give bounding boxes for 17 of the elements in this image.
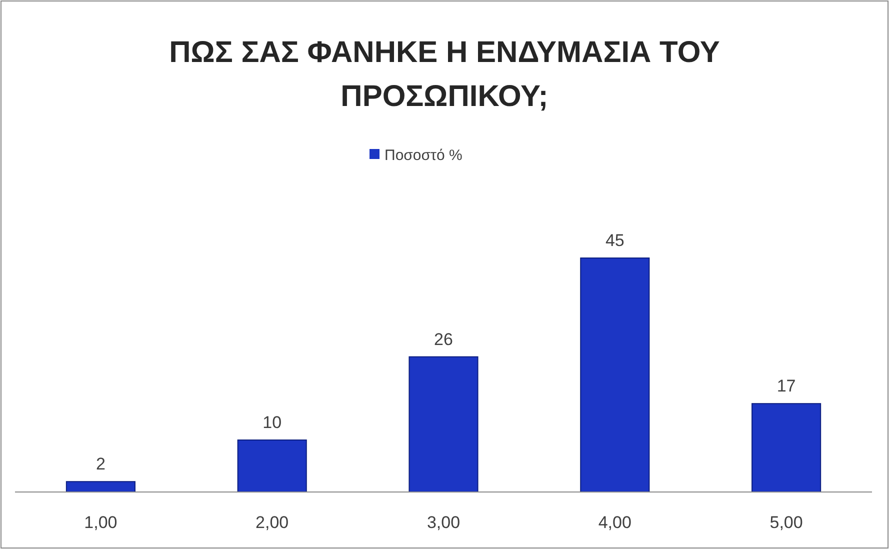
x-tick-label: 1,00 <box>84 513 118 532</box>
legend-label: Ποσοστό % <box>384 147 462 164</box>
data-label: 17 <box>776 376 796 396</box>
x-tick-label: 5,00 <box>770 513 803 532</box>
data-label: 2 <box>96 454 106 474</box>
bar <box>66 481 136 492</box>
data-label: 10 <box>262 413 282 432</box>
bar <box>580 258 650 492</box>
x-tick-label: 2,00 <box>256 513 289 532</box>
data-label: 45 <box>605 231 624 250</box>
x-tick-label: 3,00 <box>426 513 460 532</box>
bar <box>752 403 822 492</box>
data-label: 26 <box>434 330 453 349</box>
chart-title: ΠΩΣ ΣΑΣ ΦΑΝΗΚΕ Η ΕΝΔΥΜΑΣΙΑ ΤΟΥ ΠΡΟΣΩΠΙΚΟΥ; <box>169 36 720 113</box>
x-tick-label: 4,00 <box>598 513 632 532</box>
bar <box>408 356 478 492</box>
bar <box>237 440 307 492</box>
